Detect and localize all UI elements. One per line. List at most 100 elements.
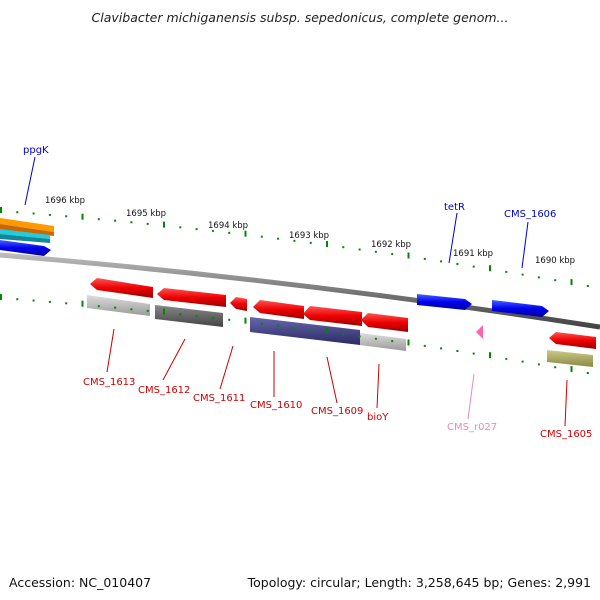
- gene-label-CMS-1613[interactable]: CMS_1613: [83, 377, 135, 388]
- gene-box-bioY[interactable]: [360, 333, 406, 351]
- scale-tick-minor: [342, 333, 345, 336]
- scale-tick-minor: [586, 372, 589, 374]
- scale-tick-major: [81, 300, 84, 307]
- gene-box-CMS-1605[interactable]: [547, 350, 593, 367]
- scale-tick-minor: [505, 357, 508, 360]
- scale-tick-major: [489, 265, 491, 272]
- scale-tick-minor: [391, 340, 394, 343]
- scale-tick-minor: [260, 322, 263, 325]
- scale-tick-major: [570, 366, 573, 373]
- scale-tick-minor: [309, 241, 312, 244]
- scale-tick-minor: [358, 335, 361, 338]
- scale-tick-major: [163, 308, 165, 315]
- gene-box-CMS-1610-1609[interactable]: [250, 317, 360, 345]
- scale-tick-major: [326, 241, 328, 247]
- scale-tick-major: [489, 352, 491, 359]
- gene-arrow-bioY[interactable]: [361, 313, 408, 332]
- scale-tick-minor: [521, 273, 524, 276]
- scale-tick-minor: [97, 218, 100, 221]
- scale-tick-major: [0, 294, 2, 300]
- gene-arrow-CMS-1611[interactable]: [230, 297, 247, 311]
- scale-tick-minor: [48, 213, 51, 216]
- scale-tick-minor: [211, 316, 214, 319]
- scale-tick-major: [244, 230, 247, 237]
- scale-label: 1694 kbp: [208, 221, 248, 231]
- scale-tick-minor: [195, 228, 198, 231]
- gene-arrow-CMS-1613[interactable]: [90, 278, 153, 298]
- gene-arrow-CMS-1610[interactable]: [253, 300, 304, 319]
- gene-marker-CMS-r027[interactable]: [476, 325, 483, 339]
- scale-tick-minor: [195, 315, 198, 318]
- genome-title: Clavibacter michiganensis subsp. sepedon…: [91, 10, 509, 25]
- gene-box-CMS-1613[interactable]: [87, 295, 150, 316]
- gene-arrow-CMS-1605[interactable]: [549, 332, 596, 349]
- scale-tick-major: [244, 317, 247, 324]
- scale-tick-minor: [277, 237, 280, 240]
- scale-tick-minor: [505, 270, 508, 273]
- scale-label: 1695 kbp: [126, 209, 166, 219]
- genome-summary-text: Topology: circular; Length: 3,258,645 bp…: [247, 575, 591, 590]
- gene-arrow-CMS-1606[interactable]: [492, 300, 549, 317]
- scale-tick-major: [81, 213, 84, 220]
- scale-tick-minor: [32, 212, 35, 215]
- scale-tick-minor: [456, 350, 459, 352]
- scale-label: 1691 kbp: [453, 249, 493, 259]
- accession-text: Accession: NC_010407: [9, 575, 152, 590]
- scale-tick-minor: [16, 211, 19, 214]
- scale-tick-minor: [179, 226, 182, 229]
- scale-tick-minor: [179, 313, 182, 316]
- scale-tick-minor: [16, 298, 19, 301]
- gene-label-ppgK[interactable]: ppgK: [23, 145, 49, 156]
- gene-label-CMS-1606[interactable]: CMS_1606: [504, 209, 556, 220]
- gene-arrow-tetR[interactable]: [417, 294, 472, 310]
- scale-tick-major: [407, 339, 410, 346]
- scale-tick-minor: [537, 276, 540, 279]
- scale-tick-minor: [293, 239, 296, 242]
- scale-tick-minor: [423, 257, 426, 260]
- scale-tick-minor: [65, 215, 68, 218]
- scale-label: 1696 kbp: [45, 196, 85, 206]
- scale-tick-minor: [472, 265, 475, 268]
- scale-tick-major: [163, 221, 165, 228]
- scale-label: 1692 kbp: [371, 240, 411, 250]
- gene-arrow-CMS-1609[interactable]: [303, 306, 362, 326]
- gene-label-CMS-1611[interactable]: CMS_1611: [193, 393, 245, 404]
- gene-label-tetR[interactable]: tetR: [444, 202, 465, 213]
- scale-label: 1690 kbp: [535, 256, 575, 266]
- gene-label-bioY[interactable]: bioY: [367, 412, 389, 423]
- gene-label-CMS-1610[interactable]: CMS_1610: [250, 400, 302, 411]
- scale-tick-major: [570, 279, 573, 286]
- scale-tick-minor: [97, 305, 100, 308]
- gene-label-CMS-r027[interactable]: CMS_r027: [447, 422, 497, 433]
- scale-tick-minor: [374, 337, 377, 340]
- scale-tick-minor: [586, 285, 589, 287]
- scale-tick-minor: [374, 250, 377, 253]
- scale-tick-minor: [537, 363, 540, 366]
- scale-tick-minor: [114, 219, 117, 222]
- scale-tick-minor: [440, 347, 443, 350]
- gene-label-CMS-1612[interactable]: CMS_1612: [138, 385, 190, 396]
- gene-segment-ppgK-region[interactable]: [0, 218, 54, 256]
- gene-label-CMS-1605[interactable]: CMS_1605: [540, 429, 592, 440]
- scale-tick-minor: [130, 308, 133, 311]
- gene-arrow-CMS-1612[interactable]: [157, 288, 226, 307]
- scale-tick-minor: [65, 302, 68, 305]
- scale-tick-minor: [146, 222, 149, 225]
- genome-backbone: [0, 252, 600, 330]
- scale-ticks-bottom: [0, 294, 589, 374]
- scale-tick-major: [407, 252, 410, 259]
- scale-tick-minor: [554, 366, 557, 369]
- scale-tick-minor: [228, 318, 231, 321]
- gene-box-CMS-1612[interactable]: [155, 305, 223, 327]
- scale-tick-minor: [472, 352, 475, 355]
- scale-tick-minor: [440, 260, 443, 263]
- gene-label-CMS-1609[interactable]: CMS_1609: [311, 406, 363, 417]
- scale-tick-minor: [309, 328, 312, 331]
- scale-tick-major: [0, 207, 2, 213]
- gene-leader-lines: [24, 156, 568, 427]
- scale-tick-minor: [146, 309, 149, 312]
- scale-tick-minor: [391, 253, 394, 256]
- scale-tick-minor: [521, 360, 524, 363]
